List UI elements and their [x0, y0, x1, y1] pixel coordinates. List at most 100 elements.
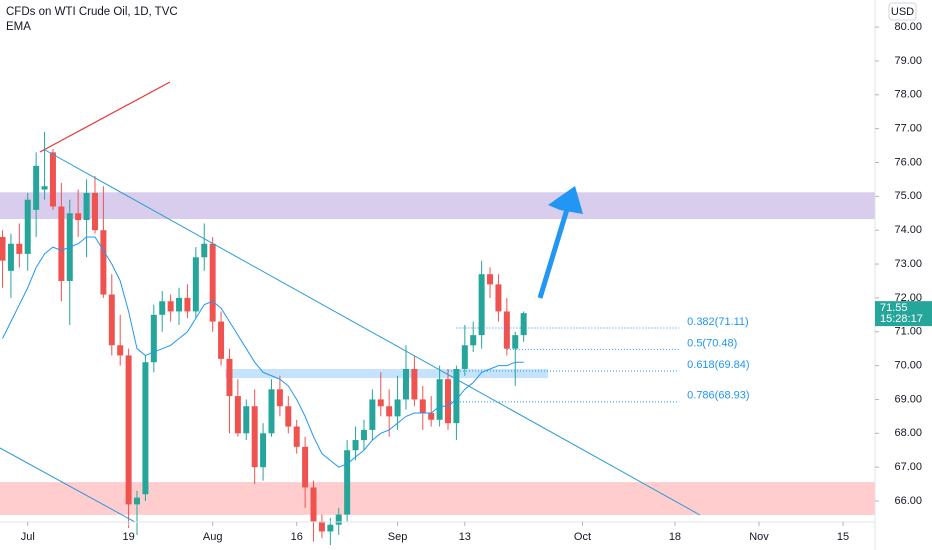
- zone: [225, 368, 549, 379]
- candle-body: [520, 313, 527, 336]
- price-tag: [875, 301, 932, 327]
- candle-body: [201, 243, 208, 258]
- candle-body: [150, 314, 157, 363]
- candle-body: [159, 301, 166, 315]
- candle-body: [352, 440, 359, 451]
- price-tag-label: 71.55: [880, 302, 908, 314]
- fib-label: 0.618(69.84): [687, 359, 749, 371]
- candle-body: [7, 243, 14, 271]
- zone: [0, 192, 875, 220]
- candle-body: [453, 368, 460, 424]
- candle-body: [91, 192, 98, 231]
- candle-body: [360, 429, 367, 441]
- candle-body: [503, 311, 510, 349]
- candle-body: [302, 446, 309, 488]
- candle-body: [251, 406, 258, 468]
- candle-body: [327, 524, 334, 532]
- y-tick-label: 77.00: [894, 123, 922, 135]
- candle-body: [394, 399, 401, 417]
- candle-body: [495, 284, 502, 312]
- candle-body: [117, 345, 124, 356]
- ema-line: [2, 236, 524, 468]
- candle-body: [142, 362, 149, 495]
- candle-body: [24, 199, 31, 254]
- candle-body: [83, 192, 90, 221]
- candle-body: [419, 399, 426, 413]
- y-tick-label: 80.00: [894, 21, 922, 33]
- candle-body: [184, 297, 191, 312]
- candle-body: [49, 152, 56, 207]
- candle-body: [293, 426, 300, 447]
- fib-label: 0.5(70.48): [687, 337, 737, 349]
- currency-label: USD: [891, 6, 914, 18]
- candle-body: [310, 487, 317, 522]
- candle-body: [285, 406, 292, 427]
- candle-body: [260, 433, 267, 468]
- plot-area: [0, 132, 875, 546]
- fib-label: 0.382(71.11): [687, 316, 749, 328]
- candle-body: [134, 497, 141, 505]
- trend-line: [0, 447, 136, 523]
- candle-body: [487, 274, 494, 285]
- candle-body: [125, 355, 132, 505]
- candle-body: [209, 243, 216, 322]
- candle-body: [58, 206, 65, 281]
- candle-body: [192, 257, 199, 312]
- candle-body: [445, 379, 452, 424]
- candle-body: [176, 297, 183, 312]
- candle-body: [402, 368, 409, 400]
- y-tick-label: 75.00: [894, 190, 922, 202]
- indicator-label: EMA: [6, 21, 31, 33]
- x-tick-label: 13: [459, 531, 471, 543]
- candle-body: [226, 358, 233, 397]
- arrow: [537, 205, 571, 299]
- candle-body: [167, 301, 174, 312]
- x-tick-label: Oct: [574, 531, 591, 543]
- candle-body: [16, 243, 23, 254]
- x-tick-label: Sep: [388, 531, 408, 543]
- x-tick-label: 18: [669, 531, 681, 543]
- candle-body: [234, 396, 241, 434]
- arrow-head: [548, 186, 583, 214]
- currency-button[interactable]: [888, 2, 917, 21]
- candle-body: [268, 389, 275, 434]
- candle-body: [100, 230, 107, 295]
- candle-body: [377, 399, 384, 407]
- y-tick-label: 74.00: [894, 224, 922, 236]
- candle-body: [428, 412, 435, 420]
- candle-body: [318, 521, 325, 532]
- candle-body: [344, 450, 351, 515]
- candle-body: [276, 389, 283, 407]
- candle-body: [470, 335, 477, 346]
- x-tick-label: 19: [122, 531, 134, 543]
- candle-body: [369, 399, 376, 430]
- candle-body: [436, 379, 443, 420]
- y-tick-label: 68.00: [894, 427, 922, 439]
- x-tick-label: Nov: [749, 531, 769, 543]
- y-tick-label: 67.00: [894, 461, 922, 473]
- y-tick-label: 79.00: [894, 55, 922, 67]
- x-tick-label: Aug: [203, 531, 223, 543]
- candle-body: [75, 213, 82, 221]
- y-tick-label: 66.00: [894, 495, 922, 507]
- candle-body: [335, 514, 342, 525]
- chart-title: CFDs on WTI Crude Oil, 1D, TVC: [6, 6, 178, 18]
- candle-body: [386, 406, 393, 417]
- price-tag-countdown: 15:28:17: [880, 313, 923, 325]
- candle-body: [0, 236, 6, 261]
- y-tick-label: 70.00: [894, 360, 922, 372]
- x-tick-label: Jul: [21, 531, 35, 543]
- y-tick-label: 71.00: [894, 326, 922, 338]
- y-tick-label: 73.00: [894, 258, 922, 270]
- candle-body: [218, 321, 225, 359]
- trend-line: [44, 149, 701, 516]
- candle-body: [33, 165, 40, 210]
- y-tick-label: 76.00: [894, 156, 922, 168]
- candle-body: [478, 274, 485, 336]
- candle-body: [411, 368, 418, 400]
- candle-body: [512, 335, 519, 349]
- candle-body: [41, 186, 48, 190]
- y-tick-label: 78.00: [894, 89, 922, 101]
